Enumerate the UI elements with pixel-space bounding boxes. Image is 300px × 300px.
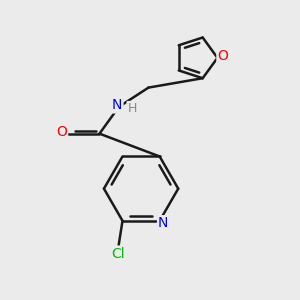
Text: N: N bbox=[112, 98, 122, 112]
Text: O: O bbox=[56, 125, 67, 139]
Text: N: N bbox=[158, 216, 168, 230]
Text: Cl: Cl bbox=[111, 247, 125, 260]
Text: O: O bbox=[218, 50, 228, 63]
Text: H: H bbox=[128, 102, 137, 115]
